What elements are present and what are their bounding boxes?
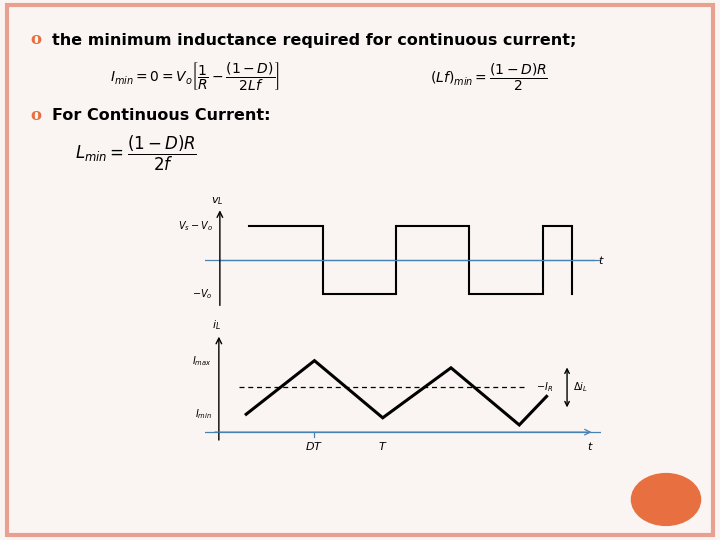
Text: $I_{min} = 0 = V_o\left[\dfrac{1}{R} - \dfrac{(1-D)}{2Lf}\right]$: $I_{min} = 0 = V_o\left[\dfrac{1}{R} - \… xyxy=(110,61,280,93)
Text: o: o xyxy=(30,31,41,49)
Text: $-I_R$: $-I_R$ xyxy=(536,381,553,394)
Text: $L_{min} = \dfrac{(1-D)R}{2f}$: $L_{min} = \dfrac{(1-D)R}{2f}$ xyxy=(75,133,197,173)
Text: $T$: $T$ xyxy=(378,440,387,452)
Text: $V_s - V_o$: $V_s - V_o$ xyxy=(178,219,212,233)
Text: $DT$: $DT$ xyxy=(305,440,323,452)
Text: $-V_o$: $-V_o$ xyxy=(192,288,212,301)
Text: For Continuous Current:: For Continuous Current: xyxy=(52,107,271,123)
Text: $(Lf)_{min} = \dfrac{(1-D)R}{2}$: $(Lf)_{min} = \dfrac{(1-D)R}{2}$ xyxy=(430,62,548,93)
Text: $I_{max}$: $I_{max}$ xyxy=(192,354,212,368)
Text: $I_{min}$: $I_{min}$ xyxy=(195,407,212,421)
Text: $t$: $t$ xyxy=(587,440,593,452)
Text: $t$: $t$ xyxy=(598,254,605,266)
Text: $\Delta i_L$: $\Delta i_L$ xyxy=(572,381,588,394)
Text: o: o xyxy=(30,106,41,124)
Text: $i_L$: $i_L$ xyxy=(212,318,220,332)
Text: $v_L$: $v_L$ xyxy=(211,195,223,207)
Text: the minimum inductance required for continuous current;: the minimum inductance required for cont… xyxy=(52,32,577,48)
